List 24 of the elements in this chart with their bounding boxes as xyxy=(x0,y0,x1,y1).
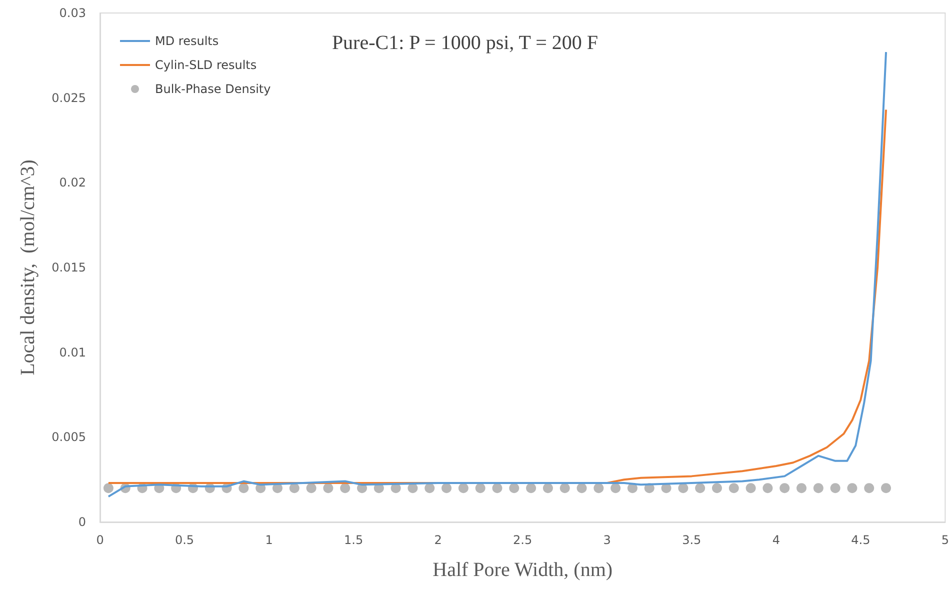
x-tick-label: 4.5 xyxy=(851,533,870,547)
legend-label: MD results xyxy=(155,34,219,48)
y-tick-label: 0.015 xyxy=(52,260,86,274)
x-tick-label: 2 xyxy=(434,533,442,547)
y-tick-label: 0.005 xyxy=(52,430,86,444)
x-tick-label: 0 xyxy=(96,533,104,547)
x-tick-label: 2.5 xyxy=(513,533,532,547)
y-tick-label: 0.01 xyxy=(59,345,86,360)
legend-label: Bulk-Phase Density xyxy=(155,82,271,96)
x-tick-label: 5 xyxy=(941,533,950,547)
y-axis-title: Local density, (mol/cm^3) xyxy=(17,160,39,376)
x-tick-label: 4 xyxy=(772,533,780,547)
x-tick-label: 0.5 xyxy=(174,533,194,547)
x-tick-label: 3.5 xyxy=(682,533,702,547)
y-tick-label: 0.025 xyxy=(52,90,86,105)
text: Pure-C1: P = 1000 psi, T = 200 F xyxy=(332,32,598,54)
x-tick-label: 1.5 xyxy=(344,533,364,547)
y-tick-label: 0.02 xyxy=(59,176,86,190)
x-tick-label: 1 xyxy=(265,533,273,547)
legend-label: Cylin-SLD results xyxy=(155,58,257,72)
x-tick-label: 3 xyxy=(603,533,611,547)
y-tick-label: 0 xyxy=(78,515,86,529)
y-tick-label: 0.03 xyxy=(59,6,86,20)
x-axis-title: Half Pore Width, (nm) xyxy=(432,559,613,581)
